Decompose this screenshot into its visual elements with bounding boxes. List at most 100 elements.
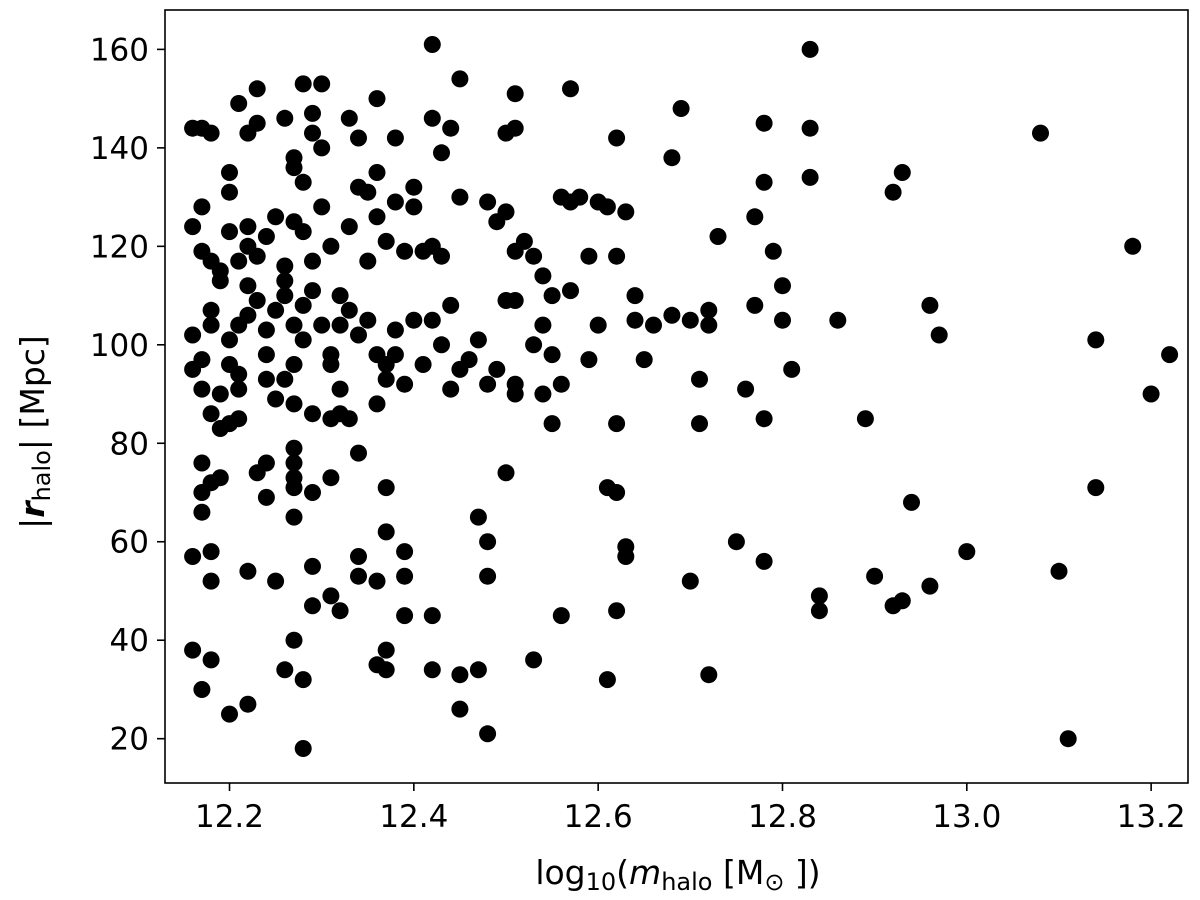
data-point-273 xyxy=(893,164,911,181)
data-point-254 xyxy=(368,90,386,108)
data-point-224 xyxy=(598,198,616,216)
data-point-45 xyxy=(700,666,718,684)
data-point-36 xyxy=(469,661,487,679)
data-point-49 xyxy=(810,602,828,620)
data-point-18 xyxy=(331,602,349,620)
data-point-268 xyxy=(755,114,773,132)
data-point-5 xyxy=(294,740,312,757)
data-point-166 xyxy=(681,311,699,329)
data-point-241 xyxy=(248,80,266,98)
data-point-182 xyxy=(221,183,238,201)
data-point-124 xyxy=(257,346,275,364)
data-point-242 xyxy=(276,109,294,127)
data-point-74 xyxy=(377,479,395,497)
x-tick-label: 12.8 xyxy=(748,799,817,835)
data-point-118 xyxy=(221,331,238,349)
data-point-93 xyxy=(368,395,386,413)
data-point-267 xyxy=(663,149,681,167)
data-point-216 xyxy=(525,247,543,265)
data-point-168 xyxy=(700,316,718,334)
data-point-3 xyxy=(221,705,238,723)
data-point-269 xyxy=(755,173,773,191)
data-point-7 xyxy=(202,543,220,561)
data-point-131 xyxy=(294,331,312,349)
data-point-253 xyxy=(359,183,377,201)
data-point-85 xyxy=(257,370,275,388)
x-tick-label: 13.0 xyxy=(932,799,1001,835)
data-point-22 xyxy=(377,523,395,541)
data-point-2 xyxy=(202,651,220,669)
data-point-249 xyxy=(313,139,331,157)
data-point-72 xyxy=(322,469,340,487)
data-point-129 xyxy=(285,356,303,373)
x-label-prefix: log xyxy=(535,853,585,892)
data-point-227 xyxy=(626,287,644,305)
data-point-202 xyxy=(377,232,395,250)
data-point-196 xyxy=(331,287,349,305)
data-point-237 xyxy=(221,164,238,181)
data-point-215 xyxy=(515,232,533,250)
x-label-unit-symbol: ⊙ xyxy=(764,868,784,896)
data-point-228 xyxy=(709,228,727,245)
y-tick-label: 40 xyxy=(110,623,149,659)
data-point-75 xyxy=(497,464,515,482)
data-point-56 xyxy=(1059,730,1077,748)
x-label-open: ( xyxy=(616,853,629,892)
x-axis-label: log10(mhalo [M⊙ ]) xyxy=(535,853,820,896)
data-point-165 xyxy=(663,306,681,324)
y-label-unit: [Mpc] xyxy=(13,335,52,439)
data-point-200 xyxy=(368,208,386,226)
y-tick-label: 140 xyxy=(90,131,149,167)
data-point-140 xyxy=(359,311,377,329)
data-point-54 xyxy=(958,543,976,561)
data-point-245 xyxy=(294,173,312,191)
data-point-176 xyxy=(184,218,202,236)
data-point-204 xyxy=(396,242,414,260)
data-point-174 xyxy=(1087,331,1105,349)
data-point-122 xyxy=(239,277,257,295)
data-point-257 xyxy=(433,144,450,162)
data-point-107 xyxy=(755,410,773,428)
data-point-147 xyxy=(423,311,441,329)
y-tick-label: 160 xyxy=(90,32,149,68)
data-point-132 xyxy=(294,296,312,314)
y-axis-label: |rhalo| [Mpc] xyxy=(13,335,56,529)
data-point-186 xyxy=(248,247,266,265)
y-tick-label: 80 xyxy=(110,426,149,462)
data-point-164 xyxy=(645,316,662,334)
data-point-218 xyxy=(543,287,561,305)
data-point-109 xyxy=(856,410,874,428)
data-point-250 xyxy=(313,75,331,93)
data-point-232 xyxy=(884,183,902,201)
data-point-260 xyxy=(423,36,441,53)
data-point-102 xyxy=(552,375,570,393)
data-point-210 xyxy=(451,188,469,206)
data-point-71 xyxy=(304,484,321,501)
data-point-68 xyxy=(285,454,303,472)
data-point-201 xyxy=(368,164,386,181)
data-point-59 xyxy=(193,454,211,472)
data-point-114 xyxy=(202,301,220,319)
data-point-163 xyxy=(635,351,653,369)
data-point-226 xyxy=(617,203,635,221)
data-point-272 xyxy=(801,40,819,58)
data-point-58 xyxy=(1087,479,1105,497)
data-point-180 xyxy=(211,262,229,280)
data-point-156 xyxy=(525,336,543,354)
data-point-266 xyxy=(672,100,690,117)
data-point-172 xyxy=(921,296,939,314)
data-point-44 xyxy=(681,572,699,590)
data-point-221 xyxy=(571,188,589,206)
x-tick-label: 12.2 xyxy=(195,799,264,835)
x-tick-label: 13.2 xyxy=(1117,799,1186,835)
data-point-194 xyxy=(313,198,331,216)
data-point-157 xyxy=(534,316,552,334)
x-tick-label: 12.4 xyxy=(379,799,448,835)
x-label-close: ]) xyxy=(784,853,820,892)
data-point-167 xyxy=(700,301,718,319)
data-point-185 xyxy=(239,218,257,236)
y-label-var: r xyxy=(13,500,52,518)
data-point-126 xyxy=(267,301,285,319)
data-point-205 xyxy=(405,198,423,216)
data-point-139 xyxy=(350,326,367,344)
